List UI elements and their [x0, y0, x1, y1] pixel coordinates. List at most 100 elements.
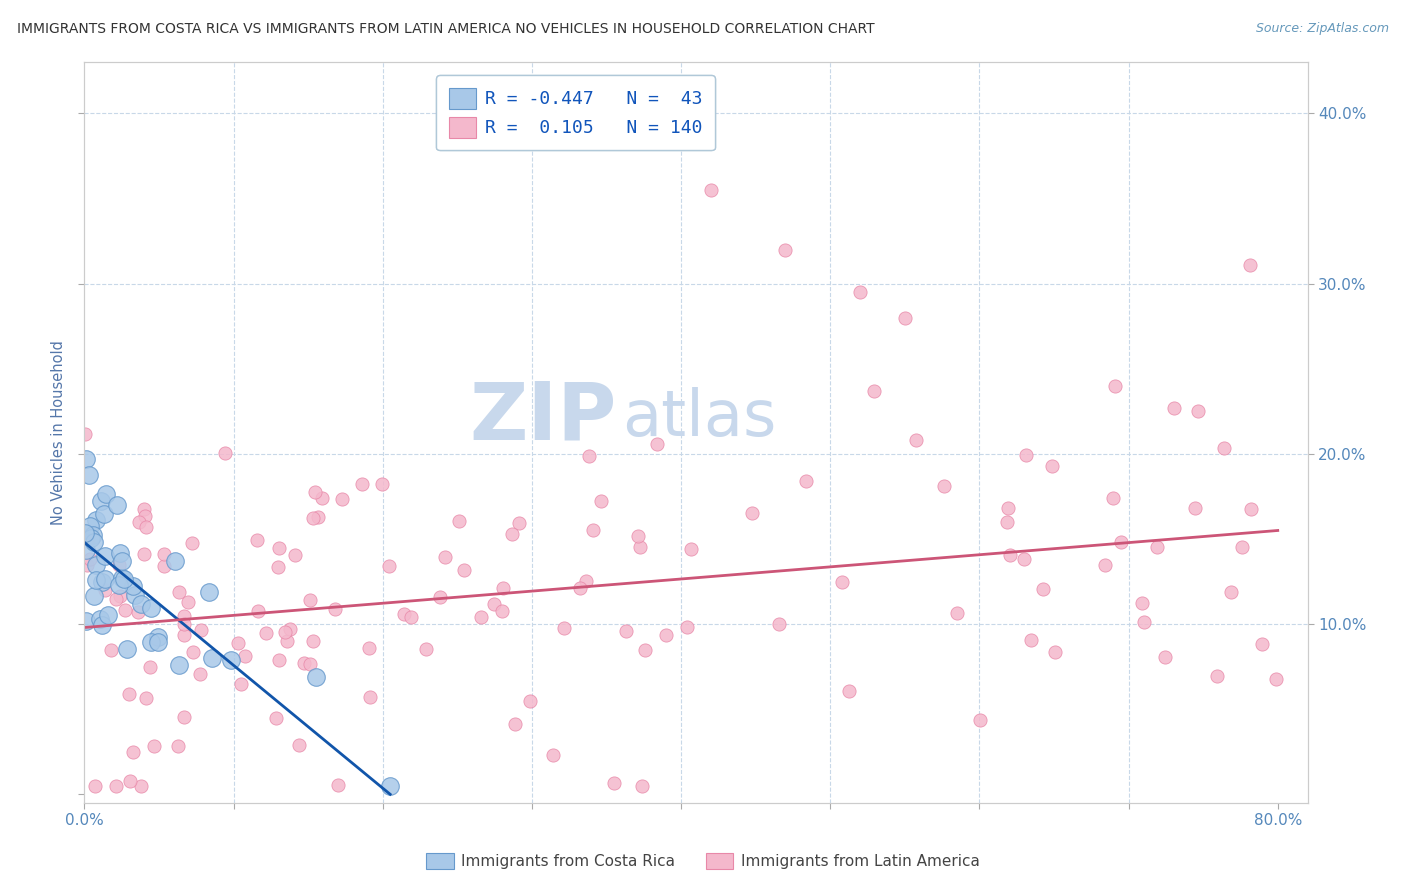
Point	[380, 779, 402, 793]
Point	[288, 738, 311, 752]
Point	[173, 617, 195, 632]
Point	[603, 776, 626, 790]
Point	[131, 597, 153, 611]
Point	[1032, 582, 1054, 596]
Point	[934, 479, 956, 493]
Point	[298, 593, 321, 607]
Point	[117, 642, 139, 657]
Point	[111, 571, 134, 585]
Point	[415, 642, 437, 657]
Point	[86, 558, 108, 572]
Point	[139, 601, 162, 615]
Point	[111, 554, 134, 568]
Point	[108, 558, 131, 573]
Point	[264, 711, 287, 725]
Point	[1146, 540, 1168, 554]
Point	[328, 778, 350, 792]
Point	[849, 285, 872, 300]
Point	[190, 623, 212, 637]
Point	[591, 494, 613, 508]
Point	[181, 645, 204, 659]
Point	[1230, 541, 1253, 555]
Text: ZIP: ZIP	[470, 379, 616, 457]
Point	[269, 541, 291, 555]
Point	[118, 687, 141, 701]
Text: IMMIGRANTS FROM COSTA RICA VS IMMIGRANTS FROM LATIN AMERICA NO VEHICLES IN HOUSE: IMMIGRANTS FROM COSTA RICA VS IMMIGRANTS…	[17, 22, 875, 37]
Point	[181, 536, 204, 550]
Point	[1240, 501, 1263, 516]
Point	[89, 612, 111, 626]
Point	[83, 534, 105, 549]
Point	[1251, 637, 1274, 651]
Point	[153, 558, 176, 573]
Point	[198, 584, 221, 599]
Point	[453, 563, 475, 577]
Point	[254, 626, 277, 640]
Point	[863, 384, 886, 399]
Point	[76, 558, 98, 572]
Point	[1019, 632, 1042, 647]
Point	[470, 609, 492, 624]
Y-axis label: No Vehicles in Household: No Vehicles in Household	[51, 340, 66, 525]
Point	[100, 642, 122, 657]
Point	[141, 635, 163, 649]
Point	[177, 595, 200, 609]
Point	[775, 243, 797, 257]
Point	[90, 574, 112, 589]
Point	[93, 572, 115, 586]
Point	[655, 628, 678, 642]
Point	[741, 507, 763, 521]
Point	[433, 550, 456, 565]
Point	[84, 573, 107, 587]
Point	[108, 546, 131, 560]
Point	[1094, 558, 1116, 573]
Point	[1000, 548, 1022, 562]
Point	[946, 606, 969, 620]
Point	[167, 657, 190, 672]
Point	[112, 572, 135, 586]
Point	[700, 183, 723, 197]
Point	[1239, 258, 1261, 272]
Point	[1015, 448, 1038, 462]
Point	[627, 529, 650, 543]
Point	[575, 574, 598, 588]
Point	[84, 779, 107, 793]
Point	[995, 515, 1018, 529]
Point	[246, 533, 269, 547]
Point	[94, 582, 117, 597]
Point	[233, 648, 256, 663]
Point	[359, 690, 381, 705]
Point	[167, 739, 190, 753]
Text: Source: ZipAtlas.com: Source: ZipAtlas.com	[1256, 22, 1389, 36]
Point	[616, 624, 638, 638]
Point	[124, 589, 146, 603]
Point	[188, 666, 211, 681]
Point	[146, 635, 169, 649]
Point	[173, 710, 195, 724]
Point	[84, 513, 107, 527]
Point	[294, 657, 316, 671]
Point	[645, 437, 668, 451]
Point	[553, 621, 575, 635]
Point	[114, 603, 136, 617]
Point	[1130, 596, 1153, 610]
Point	[167, 584, 190, 599]
Point	[134, 509, 156, 524]
Point	[96, 487, 118, 501]
Point	[352, 477, 374, 491]
Point	[905, 433, 928, 447]
Point	[247, 604, 270, 618]
Point	[302, 634, 325, 648]
Point	[505, 716, 527, 731]
Point	[1012, 552, 1035, 566]
Point	[429, 590, 451, 604]
Point	[94, 549, 117, 563]
Point	[79, 519, 101, 533]
Point	[107, 577, 129, 591]
Point	[79, 551, 101, 566]
Point	[122, 579, 145, 593]
Point	[1212, 441, 1234, 455]
Point	[1043, 645, 1066, 659]
Point	[681, 542, 703, 557]
Point	[1219, 584, 1241, 599]
